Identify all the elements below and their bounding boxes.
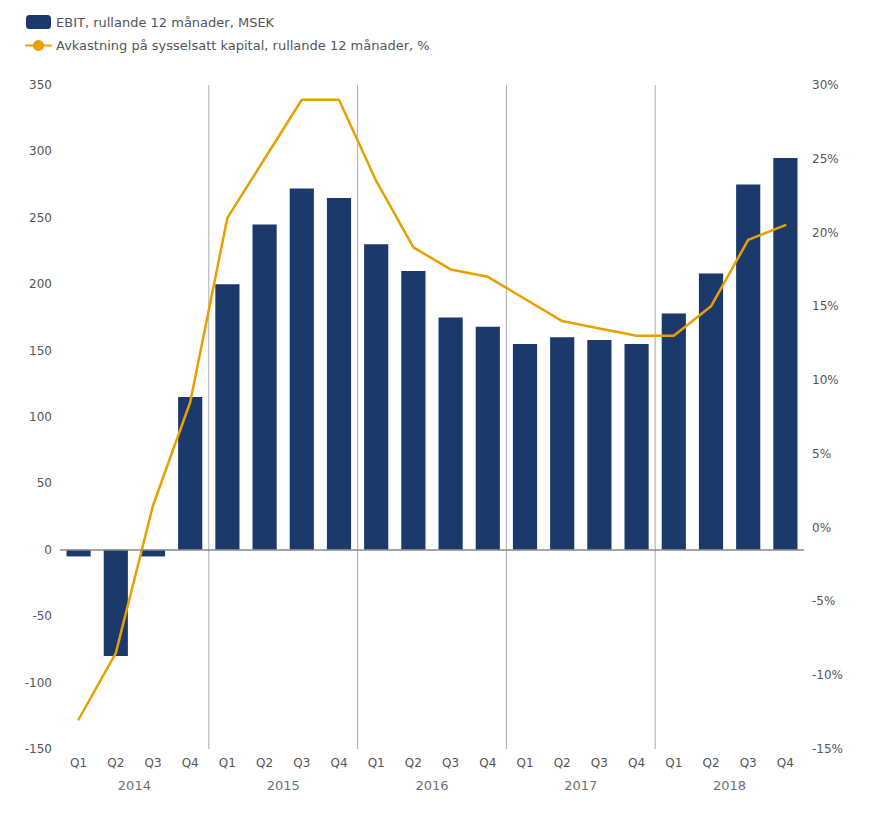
svg-text:2017: 2017 — [564, 778, 597, 793]
svg-text:Q3: Q3 — [144, 756, 161, 770]
svg-text:2018: 2018 — [713, 778, 746, 793]
svg-text:Q1: Q1 — [368, 756, 385, 770]
svg-text:0: 0 — [44, 543, 52, 557]
svg-text:Q3: Q3 — [442, 756, 459, 770]
svg-text:Q1: Q1 — [516, 756, 533, 770]
svg-text:Q4: Q4 — [628, 756, 645, 770]
svg-text:0%: 0% — [812, 521, 831, 535]
svg-text:-150: -150 — [25, 742, 52, 756]
svg-text:Q2: Q2 — [554, 756, 571, 770]
svg-text:5%: 5% — [812, 447, 831, 461]
svg-text:Q2: Q2 — [256, 756, 273, 770]
svg-text:150: 150 — [29, 344, 52, 358]
svg-text:Q2: Q2 — [702, 756, 719, 770]
svg-text:350: 350 — [29, 78, 52, 92]
svg-text:50: 50 — [37, 476, 52, 490]
svg-text:-50: -50 — [32, 609, 52, 623]
svg-text:100: 100 — [29, 410, 52, 424]
svg-text:20%: 20% — [812, 226, 839, 240]
svg-text:-15%: -15% — [812, 742, 843, 756]
svg-text:-5%: -5% — [812, 594, 835, 608]
svg-text:Q2: Q2 — [405, 756, 422, 770]
svg-text:-10%: -10% — [812, 668, 843, 682]
svg-text:15%: 15% — [812, 299, 839, 313]
svg-text:30%: 30% — [812, 78, 839, 92]
svg-text:200: 200 — [29, 277, 52, 291]
svg-text:2014: 2014 — [118, 778, 151, 793]
svg-text:Q3: Q3 — [293, 756, 310, 770]
svg-text:250: 250 — [29, 211, 52, 225]
svg-text:EBIT, rullande 12 månader, MSE: EBIT, rullande 12 månader, MSEK — [56, 15, 275, 30]
svg-text:Q4: Q4 — [777, 756, 794, 770]
svg-text:2015: 2015 — [267, 778, 300, 793]
svg-text:Avkastning på sysselsatt kapit: Avkastning på sysselsatt kapital, rullan… — [56, 38, 430, 53]
svg-text:10%: 10% — [812, 373, 839, 387]
svg-text:Q4: Q4 — [330, 756, 347, 770]
svg-text:300: 300 — [29, 144, 52, 158]
svg-text:-100: -100 — [25, 676, 52, 690]
svg-text:Q3: Q3 — [740, 756, 757, 770]
svg-text:Q4: Q4 — [182, 756, 199, 770]
svg-text:Q1: Q1 — [70, 756, 87, 770]
svg-text:Q1: Q1 — [665, 756, 682, 770]
svg-text:25%: 25% — [812, 152, 839, 166]
svg-text:2016: 2016 — [415, 778, 448, 793]
svg-text:Q2: Q2 — [107, 756, 124, 770]
svg-text:Q1: Q1 — [219, 756, 236, 770]
svg-text:Q3: Q3 — [591, 756, 608, 770]
svg-text:Q4: Q4 — [479, 756, 496, 770]
